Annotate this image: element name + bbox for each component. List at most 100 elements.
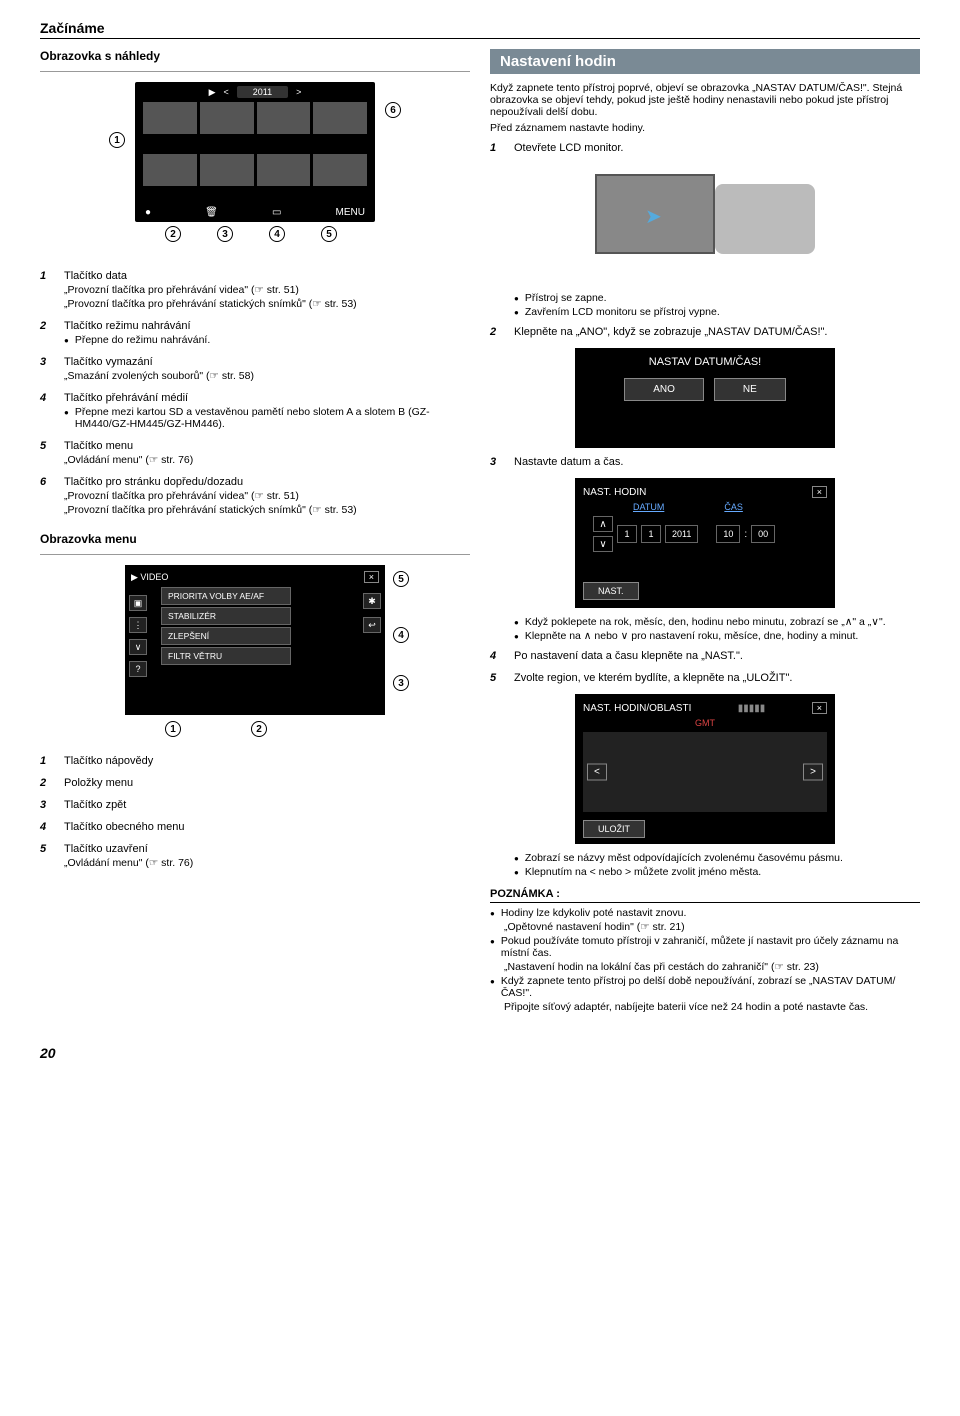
minute-cell[interactable]: 00	[751, 525, 775, 543]
gmt-label: GMT	[583, 718, 827, 728]
rule	[40, 71, 470, 72]
right-arrow: >	[296, 87, 301, 97]
year-pill: 2011	[237, 86, 288, 98]
dlg2-title: NAST. HODIN	[583, 487, 646, 498]
callout-2: 2	[165, 226, 181, 242]
left-icon: ∨	[129, 639, 147, 655]
callout-1: 1	[109, 132, 125, 148]
menu-callout-1: 1	[165, 721, 181, 737]
dlg3-title: NAST. HODIN/OBLASTI	[583, 703, 691, 714]
yes-button[interactable]: ANO	[624, 378, 704, 401]
time-label: ČAS	[724, 502, 743, 512]
step-num: 2	[490, 326, 504, 340]
dialog-set-clock: NAST. HODIN × DATUM ČAS ∧ ∨ 1 1 2011 10 …	[575, 478, 835, 608]
item-num: 2	[40, 320, 54, 348]
item-num: 2	[40, 777, 54, 791]
bullet: Přepne mezi kartou SD a vestavěnou pamět…	[64, 406, 470, 430]
menu-item: ZLEPŠENÍ	[161, 627, 291, 645]
menu-callout-4: 4	[393, 627, 409, 643]
menu-callout-3: 3	[393, 675, 409, 691]
item-num: 4	[40, 821, 54, 835]
menu-callout-2: 2	[251, 721, 267, 737]
dialog-region: NAST. HODIN/OBLASTI ▮▮▮▮▮ × GMT < > ULOŽ…	[575, 694, 835, 844]
item-num: 5	[40, 843, 54, 871]
thumbs-title: Obrazovka s náhledy	[40, 49, 470, 63]
thumb	[143, 102, 197, 134]
save-button[interactable]: ULOŽIT	[583, 820, 645, 838]
thumb	[313, 154, 367, 186]
camera-illustration: ➤	[595, 164, 815, 284]
note-header: POZNÁMKA :	[490, 888, 920, 900]
menu-item: FILTR VĚTRU	[161, 647, 291, 665]
thumb	[257, 154, 311, 186]
item-title: Tlačítko nápovědy	[64, 755, 470, 767]
step-title: Klepněte na „ANO", když se zobrazuje „NA…	[514, 326, 920, 338]
item-title: Položky menu	[64, 777, 470, 789]
page-header: Začínáme	[40, 20, 920, 39]
item-title: Tlačítko režimu nahrávání	[64, 320, 470, 332]
note-line: Připojte síťový adaptér, nabíjejte bater…	[490, 1001, 920, 1013]
item-num: 5	[40, 440, 54, 468]
right-title: Nastavení hodin	[490, 49, 920, 74]
item-title: Tlačítko zpět	[64, 799, 470, 811]
rec-icon: ●	[145, 207, 151, 218]
close-icon[interactable]: ×	[812, 702, 827, 714]
down-arrow[interactable]: ∨	[593, 536, 613, 552]
video-icon: ▶	[209, 87, 216, 98]
bullet: Zavřením LCD monitoru se přístroj vypne.	[514, 306, 920, 318]
day-cell[interactable]: 1	[617, 525, 637, 543]
item-num: 6	[40, 476, 54, 518]
left-icon: ?	[129, 661, 147, 677]
item-title: Tlačítko uzavření	[64, 843, 470, 855]
item-num: 1	[40, 755, 54, 769]
nast-button[interactable]: NAST.	[583, 582, 639, 600]
item-title: Tlačítko vymazání	[64, 356, 470, 368]
ref-line: „Provozní tlačítka pro přehrávání videa"…	[64, 490, 470, 502]
trash-icon: 🗑	[205, 207, 218, 218]
dialog-title: NASTAV DATUM/ČAS!	[583, 356, 827, 368]
menu-item: PRIORITA VOLBY AE/AF	[161, 587, 291, 605]
item-title: Tlačítko data	[64, 270, 470, 282]
open-arrow-icon: ➤	[645, 204, 662, 229]
note-bullet: Pokud používáte tomuto přístroji v zahra…	[490, 935, 920, 959]
note-line: „Opětovné nastavení hodin" (☞ str. 21)	[490, 921, 920, 933]
rule	[40, 554, 470, 555]
page-number: 20	[40, 1045, 920, 1061]
thumbnail-screen: ▶ < 2011 > ● 🗑 ▭ MENU	[135, 82, 375, 222]
menu-label: MENU	[336, 207, 365, 218]
ref-line: „Provozní tlačítka pro přehrávání videa"…	[64, 284, 470, 296]
dialog-datetime-prompt: NASTAV DATUM/ČAS! ANO NE	[575, 348, 835, 448]
item-title: Tlačítko pro stránku dopředu/dozadu	[64, 476, 470, 488]
prev-region[interactable]: <	[587, 764, 607, 781]
up-arrow[interactable]: ∧	[593, 516, 613, 532]
year-cell[interactable]: 2011	[665, 525, 698, 543]
left-icon: ▣	[129, 595, 147, 611]
thumb	[257, 102, 311, 134]
world-map: < >	[583, 732, 827, 812]
menu-title: Obrazovka menu	[40, 532, 470, 546]
callout-4: 4	[269, 226, 285, 242]
note-line: „Nastavení hodin na lokální čas při cest…	[490, 961, 920, 973]
step-title: Otevřete LCD monitor.	[514, 142, 920, 154]
menu-item: STABILIZÉR	[161, 607, 291, 625]
menu-screen: ▶ VIDEO × PRIORITA VOLBY AE/AF STABILIZÉ…	[125, 565, 385, 715]
menu-top-label: ▶ VIDEO	[131, 572, 168, 583]
ref-line: „Ovládání menu" (☞ str. 76)	[64, 857, 470, 869]
item-num: 4	[40, 392, 54, 432]
month-cell[interactable]: 1	[641, 525, 661, 543]
ref-line: „Provozní tlačítka pro přehrávání static…	[64, 504, 470, 516]
gear-icon: ✱	[363, 593, 381, 609]
item-num: 3	[40, 799, 54, 813]
intro-text-2: Před záznamem nastavte hodiny.	[490, 122, 920, 134]
hour-cell[interactable]: 10	[716, 525, 740, 543]
callout-6: 6	[385, 102, 401, 118]
bullet: Klepnutím na < nebo > můžete zvolit jmén…	[514, 866, 920, 878]
close-icon[interactable]: ×	[812, 486, 827, 498]
callout-3: 3	[217, 226, 233, 242]
bullet: Přístroj se zapne.	[514, 292, 920, 304]
thumb	[143, 154, 197, 186]
next-region[interactable]: >	[803, 764, 823, 781]
thumb	[313, 102, 367, 134]
item-title: Tlačítko přehrávání médií	[64, 392, 470, 404]
no-button[interactable]: NE	[714, 378, 786, 401]
